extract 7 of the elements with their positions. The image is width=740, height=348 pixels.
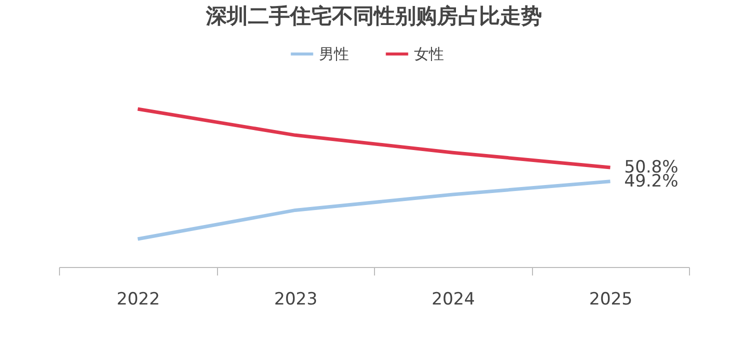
x-tick-label: 2022 bbox=[116, 290, 160, 310]
legend-label: 男性 bbox=[319, 45, 349, 63]
x-tick-label: 2023 bbox=[274, 290, 318, 310]
x-tick-label: 2025 bbox=[589, 290, 632, 310]
x-tick-label: 2024 bbox=[432, 290, 475, 310]
chart-title: 深圳二手住宅不同性别购房占比走势 bbox=[205, 4, 542, 28]
legend-label: 女性 bbox=[414, 45, 444, 63]
